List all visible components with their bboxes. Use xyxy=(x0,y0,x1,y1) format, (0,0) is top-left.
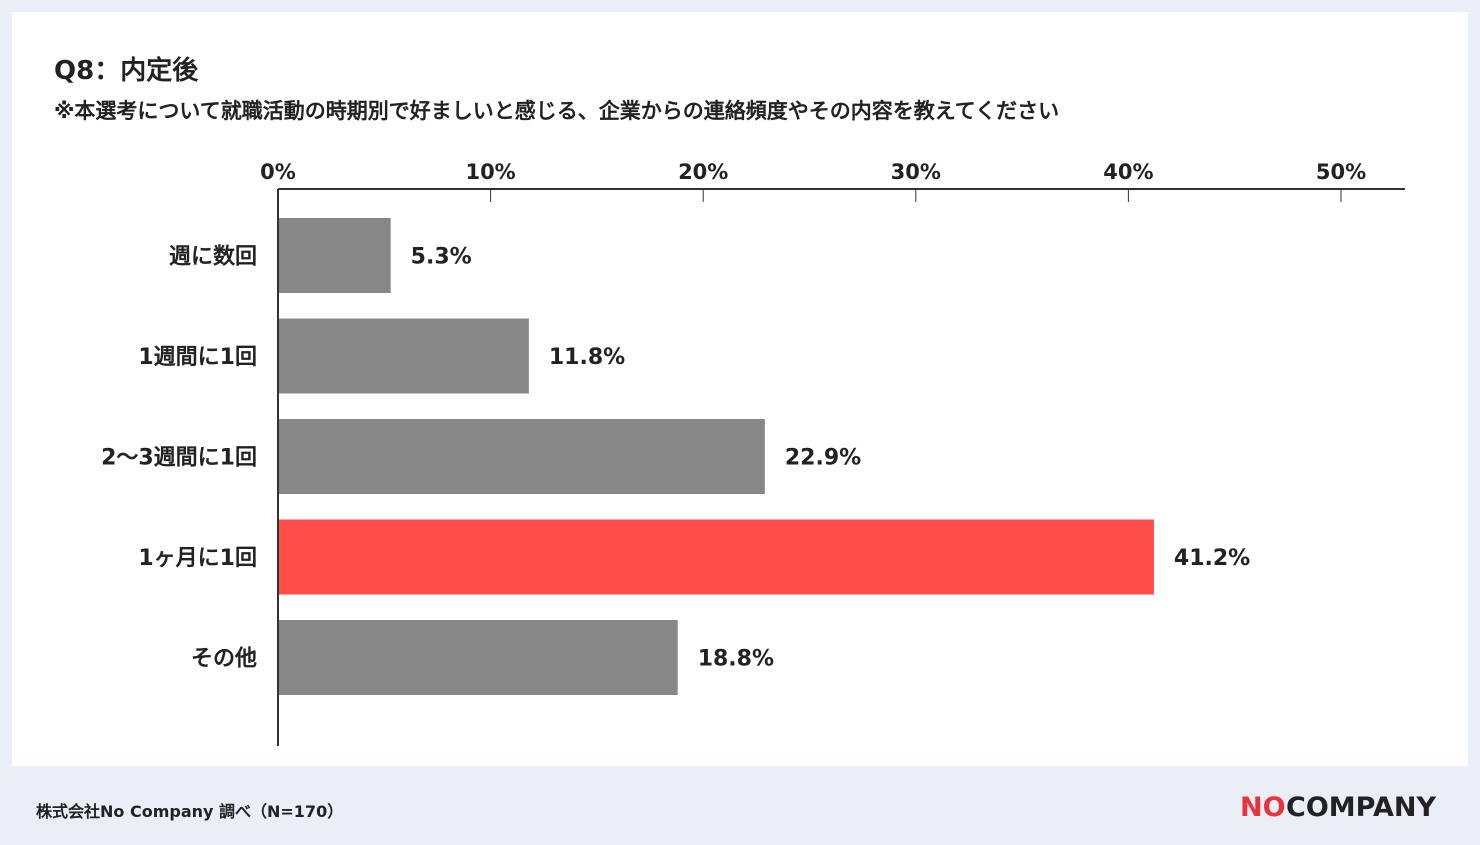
chart-subtitle: ※本選考について就職活動の時期別で好ましいと感じる、企業からの連絡頻度やその内容… xyxy=(54,99,1060,123)
data-label: 5.3% xyxy=(411,245,472,270)
category-label: その他 xyxy=(191,647,257,672)
chart-title: Q8：内定後 xyxy=(54,56,199,86)
bar xyxy=(279,218,391,293)
category-label: 週に数回 xyxy=(169,244,257,270)
chart-card xyxy=(12,12,1468,766)
data-label: 41.2% xyxy=(1174,546,1250,571)
logo-text-no: NO xyxy=(1240,792,1286,821)
x-axis: 0% 10% 20% 30% 40% 50% xyxy=(260,160,1405,746)
data-label: 11.8% xyxy=(549,345,625,370)
company-logo: NO COMPANY xyxy=(1240,792,1436,821)
data-label: 22.9% xyxy=(785,446,861,471)
bars: 週に数回 5.3% 1週間に1回 11.8% 2〜3週間に1回 22.9% 1ヶ月に1回 41… xyxy=(101,218,1250,695)
category-label: 1ヶ月に1回 xyxy=(138,546,257,571)
bar xyxy=(279,318,529,394)
data-label: 18.8% xyxy=(698,647,774,672)
bar xyxy=(279,419,765,494)
x-tick-label: 20% xyxy=(678,160,728,184)
category-label: 2〜3週間に1回 xyxy=(101,446,257,471)
bar xyxy=(279,620,678,695)
x-tick-label: 0% xyxy=(260,160,296,184)
x-tick-label: 30% xyxy=(891,160,941,184)
x-tick-label: 50% xyxy=(1316,160,1366,184)
bar xyxy=(279,519,1154,595)
logo-text-company: COMPANY xyxy=(1286,792,1436,821)
x-tick-label: 10% xyxy=(465,160,515,184)
x-tick-label: 40% xyxy=(1103,160,1153,184)
category-label: 1週間に1回 xyxy=(138,345,257,370)
source-note: 株式会社No Company 調べ（N=170） xyxy=(36,802,344,821)
